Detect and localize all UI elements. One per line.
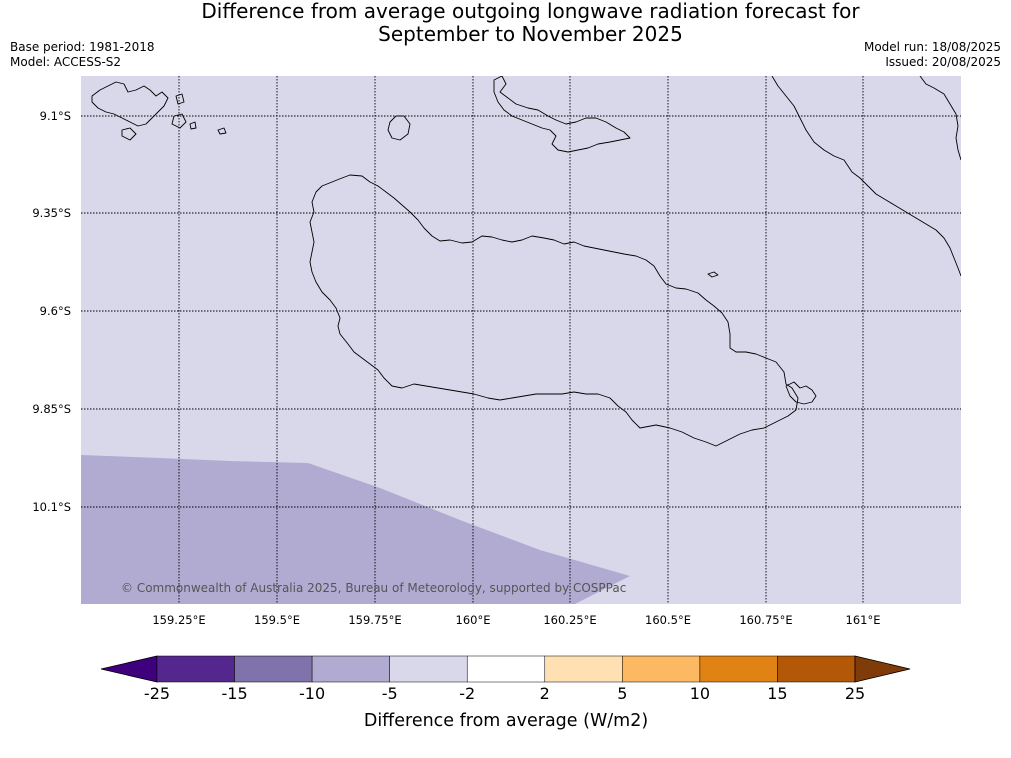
colorbar [100,655,911,683]
meta-right: Model run: 18/08/2025 Issued: 20/08/2025 [864,40,1001,70]
colorbar-tick-label: 10 [690,684,710,703]
lon-label: 159.5°E [254,613,300,627]
colorbar-extend-max [854,655,911,683]
coastline-round-island [387,115,411,141]
coastline-northwest-islet-1 [121,127,137,141]
colorbar-segment [622,655,701,683]
colorbar-segment [156,655,235,683]
coastline-guadalcanal [309,174,799,447]
colorbar-tick-label: 5 [617,684,627,703]
colorbar-segment [544,655,623,683]
coastline-malaita [771,76,961,277]
coastline-malaita-north [919,76,961,161]
map-title: Difference from average outgoing longwav… [0,0,1011,46]
colorbar-tick-label: -5 [382,684,398,703]
anomaly-region-minus-10-to-minus-5 [81,455,630,604]
model-text: Model: ACCESS-S2 [10,55,122,69]
title-line-2: September to November 2025 [378,22,683,46]
model-run-text: Model run: 18/08/2025 [863,40,1001,54]
coastline-islet-small [707,271,719,278]
coastline-northwest-islet-4 [217,127,227,135]
colorbar-segment [777,655,856,683]
colorbar-tick-label: -15 [221,684,247,703]
issued-text: Issued: 20/08/2025 [885,55,1001,69]
lat-label: 9.85°S [32,402,71,416]
colorbar-tick-labels: -25 -15 -10 -5 -2 2 5 10 15 25 [144,684,865,703]
lat-label: 9.1°S [40,109,71,123]
coastline-northwest-islet-2 [171,113,187,129]
lon-label: 160.25°E [543,613,596,627]
lon-label: 159.25°E [152,613,205,627]
colorbar-segment [389,655,468,683]
lat-label: 9.35°S [32,206,71,220]
base-period-text: Base period: 1981-2018 [10,40,155,54]
coastline-northwest-islands [91,81,169,127]
colorbar-extend-min [100,655,158,683]
copyright-credit: © Commonwealth of Australia 2025, Bureau… [121,581,626,595]
colorbar-tick-label: -10 [299,684,325,703]
colorbar-tick-label: 25 [845,684,865,703]
meta-left: Base period: 1981-2018 Model: ACCESS-S2 [10,40,155,70]
colorbar-segment [311,655,390,683]
colorbar-tick-label: -2 [459,684,475,703]
colorbar-tick-label: -25 [144,684,170,703]
colorbar-tick-label: 2 [540,684,550,703]
lat-label: 10.1°S [32,500,71,514]
colorbar-segment [699,655,778,683]
coastline-east-islets [785,381,817,405]
coastline-northwest-islet-5 [189,121,197,130]
colorbar-segment [234,655,313,683]
gridlines [81,76,961,604]
longitude-labels: 159.25°E 159.5°E 159.75°E 160°E 160.25°E 160.… [152,613,880,627]
coastline-florida-islands [493,76,631,153]
colorbar-segment [466,655,546,683]
title-line-1: Difference from average outgoing longwav… [201,0,860,23]
coastline-northwest-islet-3 [175,93,185,105]
lon-label: 160.75°E [739,613,792,627]
lon-label: 161°E [846,613,881,627]
map-layers [81,76,961,604]
latitude-labels: 9.1°S 9.35°S 9.6°S 9.85°S 10.1°S [32,109,71,514]
lon-label: 160°E [456,613,491,627]
lat-label: 9.6°S [40,304,71,318]
colorbar-title: Difference from average (W/m2) [364,711,648,731]
colorbar-tick-label: 15 [767,684,787,703]
lon-label: 159.75°E [348,613,401,627]
lon-label: 160.5°E [645,613,691,627]
